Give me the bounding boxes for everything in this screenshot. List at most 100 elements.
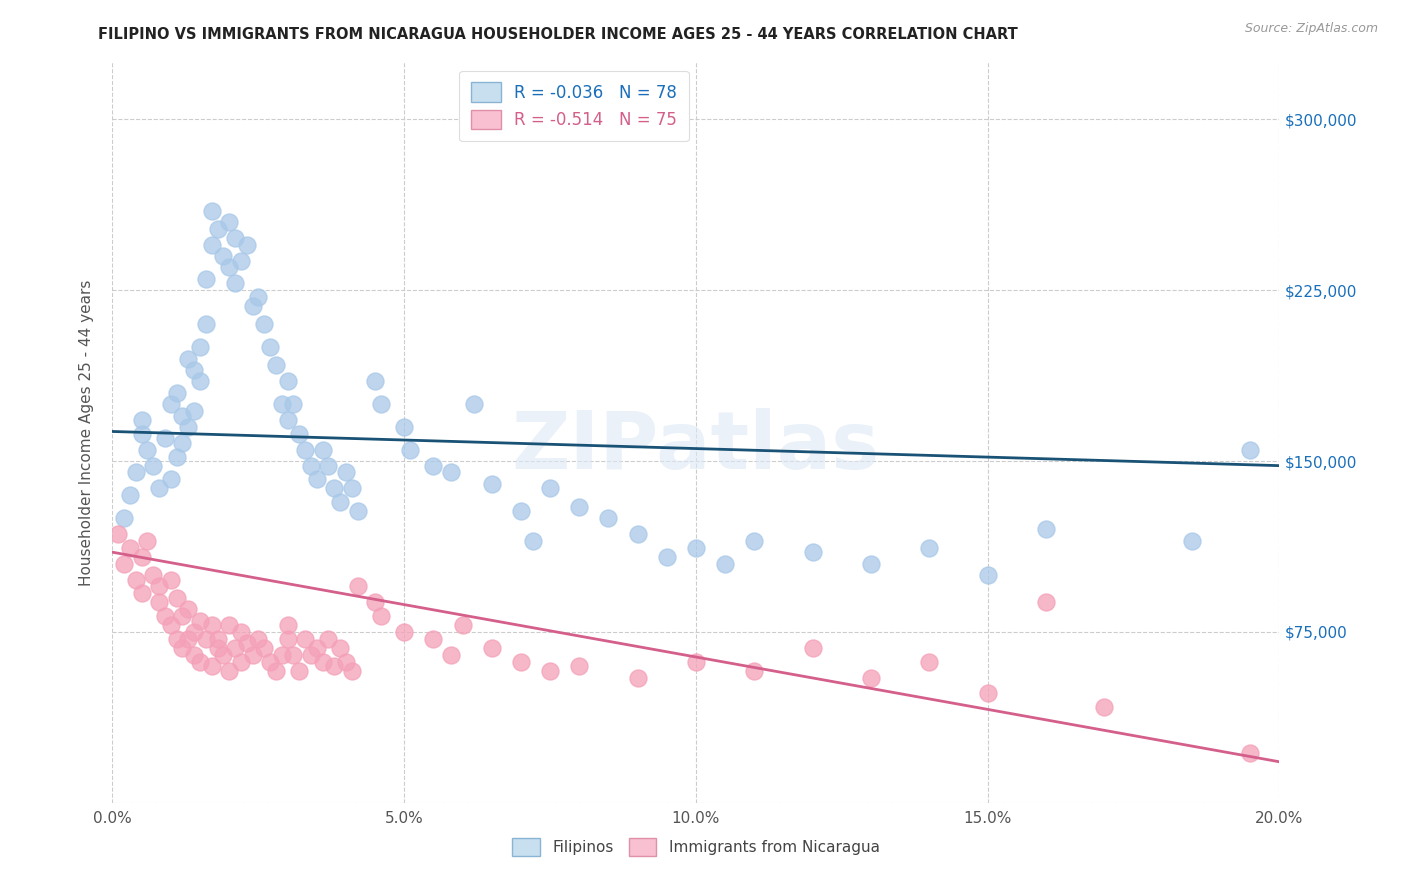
Point — [112, 557, 135, 571]
Point — [283, 397, 305, 411]
Point — [627, 527, 650, 541]
Point — [364, 375, 387, 389]
Point — [294, 632, 316, 646]
Point — [177, 351, 200, 366]
Point — [335, 466, 357, 480]
Point — [277, 632, 299, 646]
Point — [655, 549, 678, 564]
Point — [1239, 746, 1261, 760]
Point — [976, 568, 998, 582]
Point — [305, 472, 328, 486]
Point — [918, 655, 941, 669]
Point — [125, 573, 148, 587]
Point — [323, 482, 346, 496]
Point — [253, 640, 276, 655]
Point — [259, 340, 281, 354]
Point — [107, 527, 129, 541]
Point — [364, 595, 387, 609]
Point — [201, 618, 224, 632]
Point — [277, 618, 299, 632]
Point — [194, 318, 217, 332]
Point — [131, 549, 153, 564]
Y-axis label: Householder Income Ages 25 - 44 years: Householder Income Ages 25 - 44 years — [79, 279, 94, 586]
Point — [183, 363, 205, 377]
Point — [201, 203, 224, 218]
Point — [112, 511, 135, 525]
Point — [160, 397, 183, 411]
Point — [131, 586, 153, 600]
Point — [340, 482, 363, 496]
Point — [153, 431, 176, 445]
Point — [627, 671, 650, 685]
Point — [148, 579, 170, 593]
Point — [299, 648, 322, 662]
Point — [142, 458, 165, 473]
Point — [801, 640, 824, 655]
Point — [188, 340, 211, 354]
Point — [118, 541, 141, 555]
Point — [522, 533, 544, 548]
Point — [218, 215, 240, 229]
Point — [125, 466, 148, 480]
Point — [1035, 523, 1057, 537]
Point — [247, 632, 270, 646]
Point — [242, 299, 264, 313]
Point — [394, 624, 416, 639]
Point — [160, 618, 183, 632]
Point — [183, 624, 205, 639]
Point — [714, 557, 737, 571]
Point — [247, 290, 270, 304]
Point — [166, 450, 188, 464]
Point — [422, 458, 444, 473]
Point — [177, 602, 200, 616]
Point — [160, 472, 183, 486]
Point — [188, 655, 211, 669]
Point — [481, 476, 503, 491]
Point — [451, 618, 474, 632]
Point — [1094, 700, 1116, 714]
Point — [305, 640, 328, 655]
Point — [118, 488, 141, 502]
Point — [270, 648, 292, 662]
Point — [177, 420, 200, 434]
Point — [153, 609, 176, 624]
Point — [188, 375, 211, 389]
Point — [212, 249, 235, 263]
Point — [346, 579, 368, 593]
Point — [283, 648, 305, 662]
Point — [277, 413, 299, 427]
Point — [218, 664, 240, 678]
Text: ZIPatlas: ZIPatlas — [512, 409, 880, 486]
Point — [346, 504, 368, 518]
Point — [299, 458, 322, 473]
Point — [318, 632, 340, 646]
Point — [685, 541, 707, 555]
Point — [172, 640, 194, 655]
Point — [229, 624, 252, 639]
Point — [744, 533, 766, 548]
Point — [801, 545, 824, 559]
Point — [329, 640, 352, 655]
Point — [318, 458, 340, 473]
Point — [288, 664, 311, 678]
Point — [131, 426, 153, 441]
Point — [201, 237, 224, 252]
Point — [568, 500, 591, 514]
Point — [207, 640, 229, 655]
Point — [218, 618, 240, 632]
Point — [311, 655, 333, 669]
Point — [399, 442, 422, 457]
Point — [264, 359, 287, 373]
Point — [259, 655, 281, 669]
Point — [538, 482, 561, 496]
Point — [183, 404, 205, 418]
Point — [224, 231, 246, 245]
Point — [166, 385, 188, 400]
Point — [201, 659, 224, 673]
Point — [976, 686, 998, 700]
Point — [335, 655, 357, 669]
Point — [148, 595, 170, 609]
Point — [1181, 533, 1204, 548]
Point — [212, 648, 235, 662]
Point — [194, 632, 217, 646]
